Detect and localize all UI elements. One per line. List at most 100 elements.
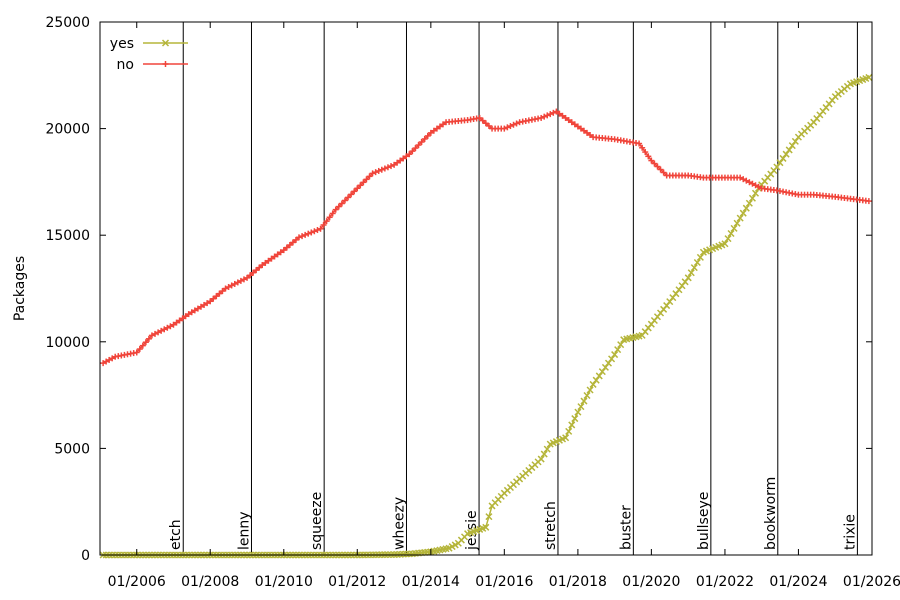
data-point <box>335 203 342 210</box>
legend-item-yes: yes <box>110 36 188 52</box>
data-point <box>776 159 784 167</box>
data-point <box>329 210 336 217</box>
data-point <box>155 329 162 336</box>
data-point <box>225 283 232 290</box>
data-point <box>639 144 646 151</box>
data-point <box>568 119 575 126</box>
x-tick-label: 01/2022 <box>696 574 754 590</box>
data-point <box>565 117 572 124</box>
data-point <box>231 280 238 287</box>
data-point <box>592 376 600 384</box>
data-point <box>185 311 192 318</box>
y-tick-label: 5000 <box>54 441 90 457</box>
data-point <box>228 282 235 289</box>
data-point <box>749 180 756 187</box>
data-point <box>501 125 508 132</box>
data-point <box>589 380 597 388</box>
data-point <box>553 108 560 115</box>
data-point <box>485 122 492 129</box>
data-point <box>537 455 545 463</box>
data-point <box>191 307 198 314</box>
data-point <box>424 132 431 139</box>
y-tick-label: 10000 <box>45 335 90 351</box>
data-point <box>295 234 302 241</box>
data-point <box>504 124 511 131</box>
data-point <box>345 194 352 201</box>
data-point <box>745 199 753 207</box>
x-tick-label: 01/2014 <box>402 574 460 590</box>
data-point <box>271 253 278 260</box>
data-point <box>244 274 251 281</box>
data-point <box>197 303 204 310</box>
data-point <box>283 244 290 251</box>
data-point <box>580 127 587 134</box>
data-point <box>400 155 407 162</box>
data-point <box>724 235 732 243</box>
data-point <box>204 300 211 307</box>
data-point <box>161 326 168 333</box>
data-point <box>176 317 183 324</box>
data-point <box>348 191 355 198</box>
data-point <box>538 114 545 121</box>
data-point <box>684 274 692 282</box>
data-point <box>351 188 358 195</box>
data-point <box>182 313 189 320</box>
data-point <box>158 327 165 334</box>
data-point <box>394 159 401 166</box>
data-point <box>601 363 609 371</box>
data-point <box>791 137 799 145</box>
data-point <box>865 198 872 205</box>
data-point <box>642 149 649 156</box>
data-point <box>598 368 606 376</box>
data-point <box>216 290 223 297</box>
series-no <box>100 108 872 367</box>
data-point <box>436 123 443 130</box>
data-point <box>320 221 327 228</box>
data-point <box>785 146 793 154</box>
data-point <box>421 135 428 142</box>
data-point <box>577 125 584 132</box>
data-point <box>207 298 214 305</box>
data-point <box>152 330 159 337</box>
data-point <box>482 120 489 127</box>
data-point <box>485 513 493 521</box>
data-point <box>739 209 747 217</box>
y-tick-label: 20000 <box>45 122 90 138</box>
data-point <box>544 112 551 119</box>
data-point <box>357 182 364 189</box>
data-point <box>194 305 201 312</box>
data-point <box>721 240 729 248</box>
release-label-etch: etch <box>168 519 184 550</box>
data-point <box>299 233 306 240</box>
data-point <box>611 351 619 359</box>
data-point <box>755 183 762 190</box>
data-point <box>740 176 747 183</box>
data-point <box>311 228 318 235</box>
data-point <box>608 355 616 363</box>
data-point <box>743 177 750 184</box>
data-point <box>507 123 514 130</box>
x-axis-ticks: 01/2006 01/2008 01/2010 01/2012 01/2014 01/20… <box>108 22 900 590</box>
data-point <box>584 129 591 136</box>
data-point <box>354 185 361 192</box>
data-point <box>170 321 177 328</box>
data-point <box>510 121 517 128</box>
data-point <box>268 255 275 262</box>
data-point <box>543 445 551 453</box>
data-point <box>727 229 735 238</box>
data-point <box>604 359 613 367</box>
x-tick-label: 01/2008 <box>181 574 239 590</box>
data-point <box>237 277 244 284</box>
data-point <box>571 121 578 128</box>
x-tick-label: 01/2024 <box>769 574 827 590</box>
data-point <box>736 214 744 222</box>
data-point <box>540 450 548 458</box>
x-tick-label: 01/2012 <box>328 574 386 590</box>
data-point <box>253 267 260 274</box>
data-point <box>384 164 391 171</box>
y-tick-label: 15000 <box>45 228 90 244</box>
release-label-bullseye: bullseye <box>696 492 712 550</box>
data-point <box>645 153 652 160</box>
data-point <box>651 160 658 167</box>
